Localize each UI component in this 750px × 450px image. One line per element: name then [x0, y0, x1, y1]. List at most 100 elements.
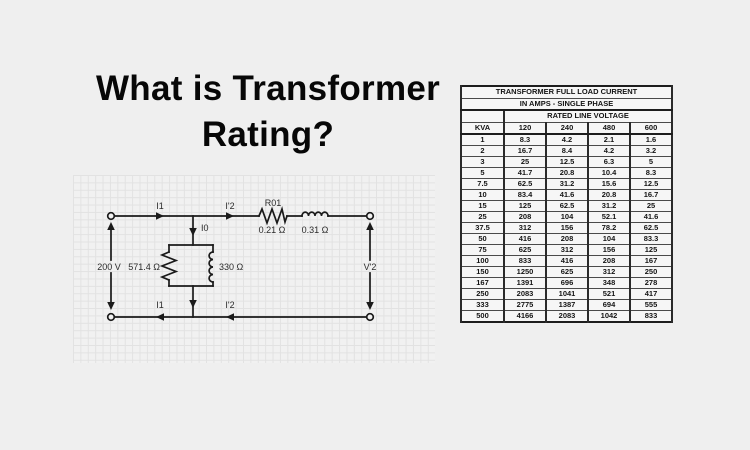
table-cell: 52.1	[587, 211, 631, 223]
label-core-loss-resistance: 571.4 Ω	[128, 262, 160, 272]
column-header: 480	[587, 121, 631, 135]
table-cell: 41.6	[629, 211, 673, 223]
table-cell: 15	[460, 200, 505, 212]
transformer-equivalent-circuit-diagram: I1 I'2 R01 0.21 Ω 0.31 Ω I0 200 V 571.4 …	[73, 175, 435, 363]
column-header: 240	[545, 121, 589, 135]
table-cell: 25	[460, 211, 505, 223]
table-cell: 521	[587, 288, 631, 300]
table-cell: 555	[629, 299, 673, 311]
table-cell: 250	[460, 288, 505, 300]
table-cell: 8.3	[629, 167, 673, 179]
table-cell: 31.2	[545, 178, 589, 190]
table-row: 333 2775 1387 694 555	[460, 299, 673, 311]
terminal-bottom-left	[106, 312, 116, 322]
table-cell: 208	[587, 255, 631, 267]
table-cell: 2	[460, 145, 505, 157]
table-row: 75 625 312 156 125	[460, 244, 673, 256]
table-cell: 3	[460, 156, 505, 168]
arrow-source-up	[107, 222, 115, 230]
table-cell: 833	[629, 310, 673, 323]
table-cell: 100	[460, 255, 505, 267]
table-cell: 104	[545, 211, 589, 223]
table-cell: 416	[503, 233, 547, 245]
table-cell: 16.7	[503, 145, 547, 157]
table-row: 25 208 104 52.1 41.6	[460, 211, 673, 223]
table-row: 5 41.7 20.8 10.4 8.3	[460, 167, 673, 179]
table-cell: 696	[545, 277, 589, 289]
page-title-line2: Rating?	[201, 115, 335, 154]
table-subheader-row: RATED LINE VOLTAGE	[460, 109, 673, 123]
table-cell: 167	[460, 277, 505, 289]
table-cell: 278	[629, 277, 673, 289]
table-cell: 25	[503, 156, 547, 168]
arrow-shunt-bottom	[189, 300, 197, 308]
table-cell: 167	[629, 255, 673, 267]
label-secondary-voltage: V'2	[364, 262, 377, 272]
arrow-i0	[189, 228, 197, 236]
label-magnetizing-reactance: 330 Ω	[219, 262, 244, 272]
table-cell: 25	[629, 200, 673, 212]
label-source-voltage: 200 V	[97, 262, 121, 272]
label-i1-bottom: I1	[156, 300, 164, 310]
circuit-svg: I1 I'2 R01 0.21 Ω 0.31 Ω I0 200 V 571.4 …	[97, 198, 377, 322]
arrow-i1-bottom	[156, 313, 164, 321]
table-cell: 75	[460, 244, 505, 256]
table-cell: 50	[460, 233, 505, 245]
table-row: 250 2083 1041 521 417	[460, 288, 673, 300]
table-cell: 125	[629, 244, 673, 256]
table-cell: 7.5	[460, 178, 505, 190]
table-cell: 62.5	[503, 178, 547, 190]
column-header: 600	[629, 121, 673, 135]
table-cell: 833	[503, 255, 547, 267]
table-cell: 333	[460, 299, 505, 311]
table-cell: 31.2	[587, 200, 631, 212]
table-cell: 2083	[503, 288, 547, 300]
table-cell: 62.5	[629, 222, 673, 234]
table-cell: 5	[629, 156, 673, 168]
table-cell: 1.6	[629, 133, 673, 146]
rated-line-voltage-header: RATED LINE VOLTAGE	[503, 109, 673, 123]
table-row: 50 416 208 104 83.3	[460, 233, 673, 245]
table-row: 10 83.4 41.6 20.8 16.7	[460, 189, 673, 201]
table-cell: 1250	[503, 266, 547, 278]
table-cell: 15.6	[587, 178, 631, 190]
table-cell: 417	[629, 288, 673, 300]
label-i2-bottom: I'2	[225, 300, 234, 310]
arrow-i1-top	[156, 212, 164, 220]
terminal-top-left	[106, 211, 116, 221]
table-cell: 2083	[545, 310, 589, 323]
table-cell: 156	[545, 222, 589, 234]
table-cell: 2.1	[587, 133, 631, 146]
table-title-line2: IN AMPS - SINGLE PHASE	[460, 97, 673, 111]
table-cell: 1391	[503, 277, 547, 289]
table-cell: 16.7	[629, 189, 673, 201]
table-title-line1: TRANSFORMER FULL LOAD CURRENT	[460, 85, 673, 99]
full-load-current-table: TRANSFORMER FULL LOAD CURRENT IN AMPS - …	[460, 85, 673, 323]
table-row: 1 8.3 4.2 2.1 1.6	[460, 133, 673, 146]
table-cell: 10	[460, 189, 505, 201]
table-cell: 20.8	[545, 167, 589, 179]
table-cell: 41.6	[545, 189, 589, 201]
table-title-row-1: TRANSFORMER FULL LOAD CURRENT	[460, 85, 673, 99]
table-cell: 12.5	[629, 178, 673, 190]
table-title-row-2: IN AMPS - SINGLE PHASE	[460, 97, 673, 111]
table-cell: 625	[545, 266, 589, 278]
table-row: 15 125 62.5 31.2 25	[460, 200, 673, 212]
table-row: 500 4166 2083 1042 833	[460, 310, 673, 323]
table-cell: 104	[587, 233, 631, 245]
table-cell: 208	[545, 233, 589, 245]
column-header: KVA	[460, 121, 505, 135]
table-row: 37.5 312 156 78.2 62.5	[460, 222, 673, 234]
label-i0: I0	[201, 223, 209, 233]
table-cell: 312	[587, 266, 631, 278]
arrow-source-down	[107, 302, 115, 310]
resistor-r01	[257, 205, 289, 226]
arrow-v2-down	[366, 302, 374, 310]
table-cell: 1041	[545, 288, 589, 300]
inductor-x01	[301, 211, 329, 217]
table-cell: 37.5	[460, 222, 505, 234]
table-cell: 4166	[503, 310, 547, 323]
table-cell: 4.2	[587, 145, 631, 157]
table-row: 150 1250 625 312 250	[460, 266, 673, 278]
